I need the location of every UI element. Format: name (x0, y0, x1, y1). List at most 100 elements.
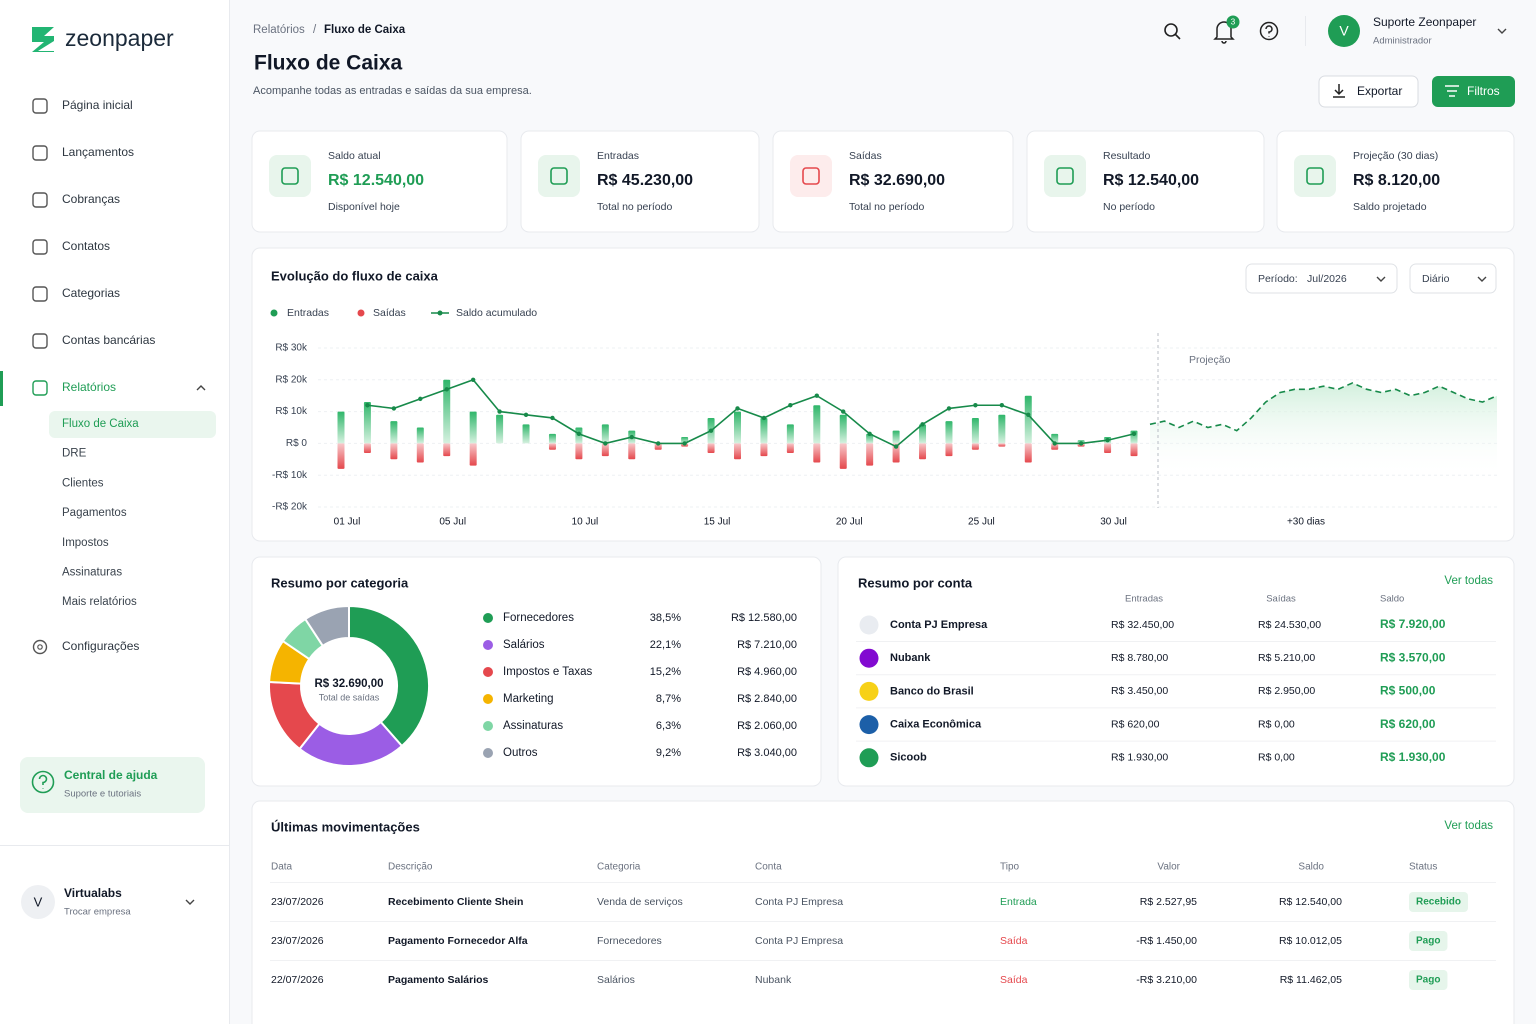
subnav-item[interactable]: Fluxo de Caixa (62, 418, 139, 430)
account-balance: R$ 3.570,00 (1380, 650, 1446, 664)
status-badge (1409, 931, 1448, 951)
help-box[interactable] (20, 757, 205, 813)
outflow-bar (575, 443, 583, 460)
help-icon[interactable] (1259, 21, 1279, 41)
company-avatar (21, 885, 55, 919)
search-icon[interactable] (1164, 23, 1178, 37)
subnav-item[interactable]: Clientes (62, 477, 104, 489)
outflow-bar (786, 443, 794, 453)
user-avatar[interactable] (1328, 15, 1360, 47)
balance-point (550, 415, 555, 421)
subnav-item[interactable]: Mais relatórios (62, 596, 137, 608)
nav-item[interactable]: Categorias (62, 286, 120, 300)
account-cell: Conta PJ Empresa (755, 935, 843, 947)
percent-label: 15,2% (650, 666, 681, 678)
granularity-select[interactable] (1409, 263, 1497, 294)
outflow-bar (971, 443, 979, 450)
filter-button[interactable] (1432, 76, 1515, 107)
y-tick-label: R$ 10k (275, 406, 308, 417)
nav-item[interactable]: Cobranças (62, 192, 120, 206)
kpi-icon (281, 167, 299, 185)
donut-center-value: R$ 32.690,00 (314, 678, 383, 690)
bank-icon (859, 681, 879, 701)
balance-point (920, 422, 925, 427)
balance-cell: R$ 12.540,00 (1279, 896, 1342, 908)
balance-point (1026, 412, 1031, 417)
column-header: Tipo (1000, 862, 1020, 873)
help-icon-mark (38, 774, 48, 789)
user-role: Administrador (1373, 36, 1432, 47)
inflow-bar (839, 414, 847, 444)
nav-icon (32, 192, 48, 208)
inflow-bar (919, 424, 927, 444)
bank-icon (859, 615, 879, 635)
subnav-item[interactable]: Impostos (62, 537, 109, 549)
nav-icon (32, 380, 48, 396)
type-cell: Saída (1000, 974, 1028, 986)
x-tick-label: 20 Jul (836, 517, 863, 528)
legend-marker (483, 694, 493, 704)
status-label: Pago (1416, 936, 1440, 947)
inflow-bar (390, 421, 398, 444)
kpi-note: Total no período (849, 201, 924, 213)
breadcrumb-current: Fluxo de Caixa (324, 24, 406, 36)
nav-item[interactable]: Contatos (62, 239, 110, 253)
column-header: Categoria (597, 862, 641, 873)
x-tick-label: +30 dias (1287, 517, 1325, 528)
subnav-item[interactable]: Pagamentos (62, 507, 127, 519)
period-select[interactable] (1245, 263, 1398, 294)
account-balance: R$ 7.920,00 (1380, 617, 1446, 631)
balance-point (1105, 438, 1110, 443)
nav-item[interactable]: Contas bancárias (62, 333, 155, 347)
account-outflow: R$ 2.950,00 (1258, 685, 1315, 697)
outflow-bar (734, 443, 741, 460)
x-tick-label: 05 Jul (439, 517, 466, 528)
inflow-bar (866, 433, 874, 444)
nav-item[interactable]: Relatórios (62, 380, 116, 394)
legend-marker (483, 613, 493, 623)
outflow-bar (1024, 443, 1032, 463)
kpi-value: R$ 12.540,00 (328, 172, 424, 189)
help-subtitle: Suporte e tutoriais (64, 789, 141, 800)
amount-cell: -R$ 3.210,00 (1136, 974, 1197, 986)
inflow-bar (945, 421, 953, 444)
legend-label: Fornecedores (503, 612, 574, 624)
legend-label: Marketing (503, 693, 554, 705)
percent-label: 22,1% (650, 639, 681, 651)
account-name: Sicoob (890, 752, 927, 764)
outflow-bar (1130, 443, 1138, 457)
account-inflow: R$ 32.450,00 (1111, 619, 1174, 631)
kpi-icon (550, 167, 568, 185)
breadcrumb-item[interactable]: Relatórios (253, 24, 305, 36)
account-balance: R$ 1.930,00 (1380, 750, 1446, 764)
subnav-active-bg (49, 411, 216, 438)
filter-button-label: Filtros (1467, 84, 1500, 98)
inflow-bar (892, 430, 900, 444)
view-all-link[interactable]: Ver todas (1444, 575, 1493, 587)
outflow-bar (892, 443, 900, 463)
legend-label: Entradas (287, 307, 329, 319)
export-button[interactable] (1318, 75, 1419, 108)
status-label: Pago (1416, 975, 1440, 986)
view-all-link[interactable]: Ver todas (1444, 820, 1493, 832)
kpi-label: Projeção (30 dias) (1353, 150, 1438, 162)
balance-point (682, 441, 687, 446)
nav-item[interactable]: Lançamentos (62, 145, 134, 159)
subnav-item[interactable]: Assinaturas (62, 567, 122, 579)
period-select-value: Jul/2026 (1307, 273, 1347, 285)
kpi-note: No período (1103, 201, 1155, 213)
settings-icon (32, 639, 48, 655)
account-outflow: R$ 24.530,00 (1258, 619, 1321, 631)
card (251, 130, 508, 233)
category-cell: Venda de serviços (597, 896, 683, 908)
search-icon-handle (1174, 33, 1181, 40)
help-icon (31, 770, 55, 794)
column-header: Entradas (1125, 594, 1163, 605)
notification-count: 3 (1231, 18, 1236, 27)
type-cell: Entrada (1000, 896, 1037, 908)
nav-item[interactable]: Página inicial (62, 98, 133, 112)
subnav-item[interactable]: DRE (62, 448, 87, 460)
balance-point (523, 412, 529, 417)
nav-item[interactable]: Configurações (62, 639, 139, 653)
user-initial: V (1339, 23, 1349, 39)
